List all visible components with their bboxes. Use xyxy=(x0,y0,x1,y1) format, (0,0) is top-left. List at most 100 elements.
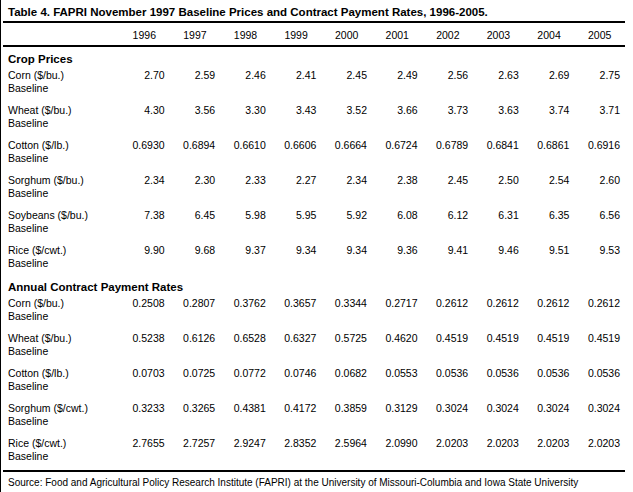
year-header-cell: 2005 xyxy=(574,23,625,46)
row-label: Rice ($/cwt.) xyxy=(3,433,119,450)
value-cell: 0.2612 xyxy=(524,293,575,310)
row-sublabel: Baseline xyxy=(3,117,625,135)
baseline-row: Baseline xyxy=(3,187,625,205)
value-cell: 6.35 xyxy=(524,205,575,222)
value-cell: 9.41 xyxy=(423,240,474,257)
value-cell: 0.6724 xyxy=(372,135,423,152)
value-cell: 2.38 xyxy=(372,170,423,187)
row-label: Soybeans ($/bu.) xyxy=(3,205,119,222)
value-cell: 2.33 xyxy=(220,170,271,187)
row-sublabel: Baseline xyxy=(3,415,625,433)
value-cell: 0.3024 xyxy=(473,398,524,415)
value-cell: 2.0203 xyxy=(473,433,524,450)
value-cell: 5.95 xyxy=(271,205,322,222)
header-corner-cell xyxy=(3,23,119,46)
value-cell: 2.54 xyxy=(524,170,575,187)
value-cell: 0.2508 xyxy=(119,293,170,310)
row-label: Corn ($/bu.) xyxy=(3,293,119,310)
value-cell: 3.56 xyxy=(170,100,221,117)
value-cell: 0.3859 xyxy=(321,398,372,415)
value-cell: 0.3024 xyxy=(524,398,575,415)
value-cell: 0.2717 xyxy=(372,293,423,310)
row-label: Cotton ($/lb.) xyxy=(3,363,119,380)
value-cell: 0.6916 xyxy=(574,135,625,152)
row-sublabel: Baseline xyxy=(3,257,625,275)
table-row: Wheat ($/bu.)4.303.563.303.433.523.663.7… xyxy=(3,100,625,117)
value-cell: 0.4519 xyxy=(423,328,474,345)
value-cell: 9.53 xyxy=(574,240,625,257)
value-cell: 2.50 xyxy=(473,170,524,187)
value-cell: 3.63 xyxy=(473,100,524,117)
value-cell: 0.0725 xyxy=(170,363,221,380)
value-cell: 0.3129 xyxy=(372,398,423,415)
section-heading: Annual Contract Payment Rates xyxy=(3,275,625,293)
baseline-row: Baseline xyxy=(3,82,625,100)
value-cell: 0.4381 xyxy=(220,398,271,415)
value-cell: 0.4519 xyxy=(473,328,524,345)
value-cell: 0.6789 xyxy=(423,135,474,152)
value-cell: 2.7257 xyxy=(170,433,221,450)
value-cell: 9.90 xyxy=(119,240,170,257)
value-cell: 6.45 xyxy=(170,205,221,222)
table-title: Table 4. FAPRI November 1997 Baseline Pr… xyxy=(3,0,625,23)
year-header-cell: 2004 xyxy=(524,23,575,46)
value-cell: 6.08 xyxy=(372,205,423,222)
value-cell: 0.3657 xyxy=(271,293,322,310)
table-row: Corn ($/bu.)0.25080.28070.37620.36570.33… xyxy=(3,293,625,310)
value-cell: 2.34 xyxy=(321,170,372,187)
table-row: Cotton ($/lb.)0.69300.68940.66100.66060.… xyxy=(3,135,625,152)
value-cell: 0.6126 xyxy=(170,328,221,345)
value-cell: 4.30 xyxy=(119,100,170,117)
section-heading-row: Annual Contract Payment Rates xyxy=(3,275,625,293)
value-cell: 2.30 xyxy=(170,170,221,187)
value-cell: 3.43 xyxy=(271,100,322,117)
table-row: Cotton ($/lb.)0.07030.07250.07720.07460.… xyxy=(3,363,625,380)
value-cell: 2.59 xyxy=(170,65,221,82)
baseline-row: Baseline xyxy=(3,222,625,240)
baseline-row: Baseline xyxy=(3,152,625,170)
value-cell: 3.30 xyxy=(220,100,271,117)
value-cell: 9.68 xyxy=(170,240,221,257)
value-cell: 6.12 xyxy=(423,205,474,222)
value-cell: 2.45 xyxy=(321,65,372,82)
value-cell: 0.6664 xyxy=(321,135,372,152)
year-header-cell: 1998 xyxy=(220,23,271,46)
value-cell: 2.5964 xyxy=(321,433,372,450)
value-cell: 0.6528 xyxy=(220,328,271,345)
value-cell: 0.6894 xyxy=(170,135,221,152)
table-body: Crop PricesCorn ($/bu.)2.702.592.462.412… xyxy=(3,46,625,468)
value-cell: 0.3233 xyxy=(119,398,170,415)
value-cell: 0.0536 xyxy=(473,363,524,380)
value-cell: 0.3024 xyxy=(574,398,625,415)
value-cell: 0.5725 xyxy=(321,328,372,345)
value-cell: 2.41 xyxy=(271,65,322,82)
value-cell: 0.0536 xyxy=(574,363,625,380)
table-row: Sorghum ($/cwt.)0.32330.32650.43810.4172… xyxy=(3,398,625,415)
year-header-cell: 2001 xyxy=(372,23,423,46)
value-cell: 3.73 xyxy=(423,100,474,117)
value-cell: 0.3265 xyxy=(170,398,221,415)
value-cell: 2.75 xyxy=(574,65,625,82)
value-cell: 2.49 xyxy=(372,65,423,82)
value-cell: 0.3024 xyxy=(423,398,474,415)
baseline-row: Baseline xyxy=(3,415,625,433)
row-label: Sorghum ($/cwt.) xyxy=(3,398,119,415)
row-label: Cotton ($/lb.) xyxy=(3,135,119,152)
value-cell: 7.38 xyxy=(119,205,170,222)
value-cell: 2.27 xyxy=(271,170,322,187)
value-cell: 0.6606 xyxy=(271,135,322,152)
row-sublabel: Baseline xyxy=(3,450,625,468)
value-cell: 2.0990 xyxy=(372,433,423,450)
row-label: Wheat ($/bu.) xyxy=(3,100,119,117)
value-cell: 5.98 xyxy=(220,205,271,222)
value-cell: 0.0553 xyxy=(372,363,423,380)
value-cell: 0.3762 xyxy=(220,293,271,310)
value-cell: 0.6610 xyxy=(220,135,271,152)
value-cell: 9.34 xyxy=(321,240,372,257)
row-label: Sorghum ($/bu.) xyxy=(3,170,119,187)
value-cell: 2.45 xyxy=(423,170,474,187)
value-cell: 6.56 xyxy=(574,205,625,222)
value-cell: 2.0203 xyxy=(524,433,575,450)
value-cell: 2.70 xyxy=(119,65,170,82)
source-line-1: Source: Food and Agricultural Policy Res… xyxy=(8,476,625,490)
